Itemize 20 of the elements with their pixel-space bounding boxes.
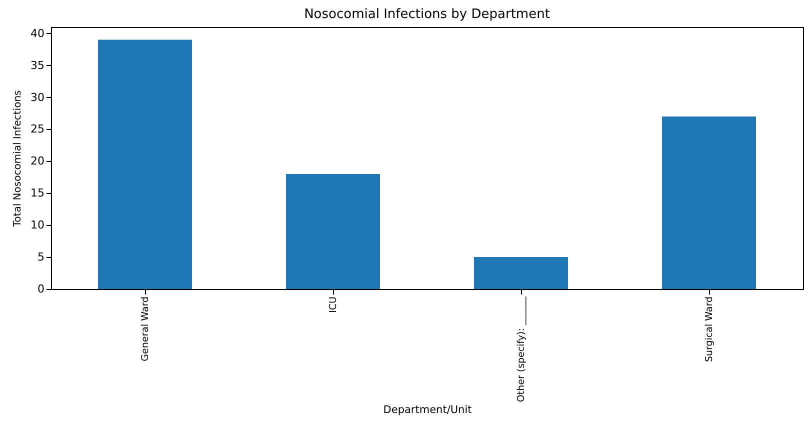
x-tick-label: ICU <box>328 296 339 313</box>
bar <box>286 174 380 289</box>
y-tick-label: 0 <box>38 282 44 296</box>
y-tick-label: 25 <box>30 122 44 136</box>
y-tick-label: 35 <box>30 58 44 72</box>
x-tick-label: General Ward <box>140 296 151 362</box>
y-axis-title: Total Nosocomial Infections <box>12 90 24 228</box>
y-tick-label: 20 <box>30 154 44 168</box>
x-axis-title: Department/Unit <box>383 404 472 416</box>
y-tick-label: 10 <box>30 218 44 232</box>
x-tick-label: Other (specify): ______ <box>516 296 527 402</box>
y-tick-label: 15 <box>30 186 44 200</box>
x-tick-label: Surgical Ward <box>704 296 715 362</box>
bar <box>662 116 756 289</box>
bar <box>474 257 568 289</box>
chart-title: Nosocomial Infections by Department <box>304 7 550 22</box>
bar <box>98 40 192 289</box>
y-tick-label: 5 <box>38 250 44 264</box>
y-tick-label: 30 <box>30 90 44 104</box>
y-tick-label: 40 <box>30 26 44 40</box>
